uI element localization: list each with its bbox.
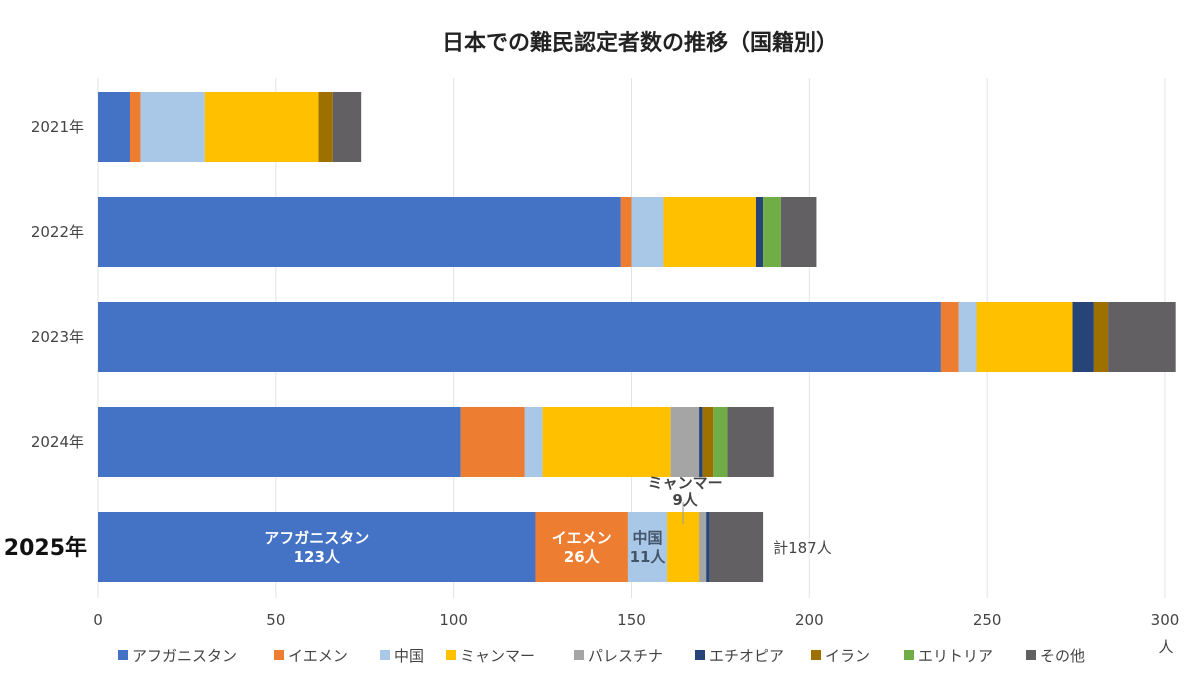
legend-label: エチオピア bbox=[709, 647, 784, 665]
bar-segment bbox=[204, 92, 319, 162]
bar-segment bbox=[98, 92, 131, 162]
x-axis-unit: 人 bbox=[1158, 638, 1173, 656]
bar-segment bbox=[631, 197, 664, 267]
bar-segment bbox=[98, 197, 621, 267]
bar-segment bbox=[958, 302, 977, 372]
bar-segment bbox=[542, 407, 671, 477]
bar-segment bbox=[332, 92, 362, 162]
bar-segment bbox=[702, 407, 714, 477]
legend-item: ミャンマー bbox=[446, 647, 535, 665]
x-tick-label: 300 bbox=[1151, 611, 1180, 629]
bar-segment bbox=[755, 197, 764, 267]
legend-swatch bbox=[446, 650, 456, 660]
label-myanmar-2025: 9人 bbox=[672, 491, 698, 509]
label-china-2025: 中国 bbox=[632, 529, 662, 547]
bar-segment bbox=[699, 407, 703, 477]
x-tick-label: 0 bbox=[93, 611, 103, 629]
x-tick-label: 250 bbox=[973, 611, 1002, 629]
x-tick-label: 100 bbox=[439, 611, 468, 629]
bar-segment bbox=[1072, 302, 1094, 372]
bar-segment bbox=[620, 197, 632, 267]
chart-title: 日本での難民認定者数の推移（国籍別） bbox=[442, 30, 838, 56]
legend-swatch bbox=[1026, 650, 1036, 660]
x-tick-label: 200 bbox=[795, 611, 824, 629]
bar-segment bbox=[98, 407, 461, 477]
y-category-label: 2023年 bbox=[31, 328, 84, 346]
legend-item: パレスチナ bbox=[574, 647, 663, 665]
bar-segment bbox=[318, 92, 333, 162]
legend-label: エリトリア bbox=[918, 647, 993, 665]
label-china-2025: 11人 bbox=[630, 548, 667, 566]
y-category-label: 2022年 bbox=[31, 223, 84, 241]
label-yemen-2025: イエメン bbox=[552, 529, 612, 547]
bar-segment bbox=[98, 512, 536, 582]
bar-segment bbox=[627, 512, 668, 582]
bar-segment bbox=[140, 92, 205, 162]
label-myanmar-2025: ミャンマー bbox=[648, 474, 723, 492]
bar-segment bbox=[535, 512, 628, 582]
legend-item: イラン bbox=[811, 647, 870, 665]
legend-swatch bbox=[118, 650, 128, 660]
legend-label: その他 bbox=[1040, 647, 1085, 665]
bar-segment bbox=[130, 92, 141, 162]
bar-segment bbox=[670, 407, 700, 477]
legend-label: イラン bbox=[825, 647, 870, 665]
bar-segment bbox=[727, 407, 774, 477]
legend-swatch bbox=[695, 650, 705, 660]
legend-swatch bbox=[274, 650, 284, 660]
x-tick-label: 150 bbox=[617, 611, 646, 629]
bar-segment bbox=[663, 197, 756, 267]
bar-segment bbox=[780, 197, 817, 267]
bar-segment bbox=[713, 407, 728, 477]
bar-segment bbox=[460, 407, 525, 477]
y-category-label: 2021年 bbox=[31, 118, 84, 136]
legend-item: イエメン bbox=[274, 647, 348, 665]
bar-segment bbox=[699, 512, 707, 582]
label-afghanistan-2025: アフガニスタン bbox=[264, 529, 369, 547]
legend-swatch bbox=[904, 650, 914, 660]
bar-segment bbox=[763, 197, 781, 267]
legend-swatch bbox=[811, 650, 821, 660]
legend-label: イエメン bbox=[288, 647, 348, 665]
bar-segment bbox=[1093, 302, 1109, 372]
legend-item: エチオピア bbox=[695, 647, 784, 665]
legend-swatch bbox=[380, 650, 390, 660]
y-category-label: 2025年 bbox=[4, 535, 87, 561]
bar-segment bbox=[976, 302, 1073, 372]
legend-item: アフガニスタン bbox=[118, 647, 237, 665]
bar-segment bbox=[940, 302, 959, 372]
bar-segment bbox=[98, 302, 941, 372]
legend-label: アフガニスタン bbox=[132, 647, 237, 665]
bar-segment bbox=[1108, 302, 1176, 372]
x-tick-label: 50 bbox=[266, 611, 285, 629]
legend-label: ミャンマー bbox=[460, 647, 535, 665]
bar-segment bbox=[709, 512, 764, 582]
label-total-2025: 計187人 bbox=[773, 539, 832, 557]
y-category-label: 2024年 bbox=[31, 433, 84, 451]
bar-segment bbox=[706, 512, 710, 582]
label-yemen-2025: 26人 bbox=[564, 548, 601, 566]
legend-item: その他 bbox=[1026, 647, 1085, 665]
legend-item: 中国 bbox=[380, 647, 424, 665]
legend-label: 中国 bbox=[394, 647, 424, 665]
legend-swatch bbox=[574, 650, 584, 660]
bar-segment bbox=[524, 407, 543, 477]
legend-label: パレスチナ bbox=[588, 647, 663, 665]
legend-item: エリトリア bbox=[904, 647, 993, 665]
label-afghanistan-2025: 123人 bbox=[294, 548, 341, 566]
